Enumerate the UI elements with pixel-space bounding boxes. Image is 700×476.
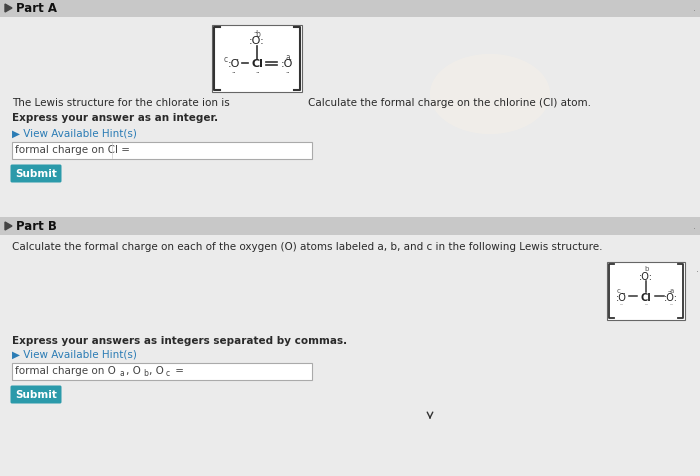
Text: , O: , O (126, 365, 141, 375)
Text: .: . (696, 263, 699, 273)
Text: Calculate the formal charge on the chlorine (Cl) atom.: Calculate the formal charge on the chlor… (308, 98, 591, 108)
Text: ··: ·· (286, 70, 290, 76)
FancyBboxPatch shape (10, 165, 62, 183)
Bar (212, 26, 302, 93)
Text: b: b (256, 30, 260, 39)
Text: :Ö: :Ö (228, 59, 240, 69)
Text: Part A: Part A (16, 2, 57, 15)
Bar (12, 363, 312, 380)
Text: :Ö:: :Ö: (664, 292, 678, 302)
Text: ··: ·· (255, 70, 259, 76)
Bar (12, 143, 312, 159)
Text: formal charge on O: formal charge on O (15, 365, 116, 375)
Bar (607, 262, 685, 320)
Text: formal charge on Cl =: formal charge on Cl = (15, 145, 130, 155)
Text: ··: ·· (619, 301, 623, 307)
Text: ▶ View Available Hint(s): ▶ View Available Hint(s) (12, 128, 137, 138)
Text: c: c (617, 288, 621, 293)
Polygon shape (5, 5, 12, 13)
Text: a: a (120, 368, 125, 377)
Ellipse shape (430, 55, 550, 135)
Bar (0, 218, 700, 236)
Text: Express your answers as integers separated by commas.: Express your answers as integers separat… (12, 335, 347, 345)
Text: b: b (143, 368, 148, 377)
Text: ··: ·· (232, 70, 237, 76)
Text: Submit: Submit (15, 389, 57, 399)
Text: Calculate the formal charge on each of the oxygen (O) atoms labeled a, b, and c : Calculate the formal charge on each of t… (12, 241, 603, 251)
Text: Cl: Cl (251, 59, 263, 69)
Text: :Ö: :Ö (281, 59, 293, 69)
Text: Express your answer as an integer.: Express your answer as an integer. (12, 113, 218, 123)
Text: b: b (645, 266, 649, 271)
Text: a: a (286, 53, 290, 62)
Text: ··: ·· (253, 30, 258, 36)
Text: c: c (166, 368, 170, 377)
Polygon shape (5, 223, 12, 230)
Text: :Ö: :Ö (615, 292, 626, 302)
Bar (0, 236, 700, 476)
Text: Part B: Part B (16, 220, 57, 233)
Text: ▶ View Available Hint(s): ▶ View Available Hint(s) (12, 349, 137, 359)
Text: Submit: Submit (15, 169, 57, 178)
Text: c: c (224, 55, 228, 64)
Bar (0, 18, 700, 223)
Text: ··: ·· (669, 301, 673, 307)
Text: a: a (670, 288, 674, 293)
Text: , O: , O (149, 365, 164, 375)
Text: The Lewis structure for the chlorate ion is: The Lewis structure for the chlorate ion… (12, 98, 230, 108)
Text: Cl: Cl (640, 292, 652, 302)
FancyBboxPatch shape (10, 386, 62, 404)
Text: ··: ·· (644, 301, 648, 307)
Text: .: . (693, 3, 696, 13)
Text: :O:: :O: (639, 271, 653, 281)
Text: :O:: :O: (249, 36, 265, 46)
Text: .: . (693, 220, 696, 230)
Text: =: = (172, 365, 184, 375)
Bar (0, 0, 700, 18)
